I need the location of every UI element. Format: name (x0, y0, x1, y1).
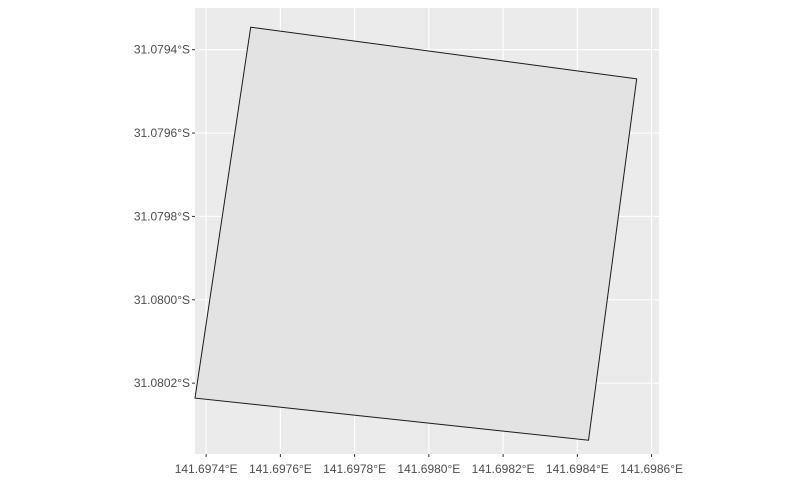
y-axis: 31.0794°S 31.0796°S 31.0798°S 31.0800°S 31.0… (134, 43, 195, 390)
y-tick-label: 31.0802°S (134, 376, 190, 390)
x-tick-label: 141.6986°E (620, 462, 683, 476)
x-tick-label: 141.6978°E (323, 462, 386, 476)
x-tick-label: 141.6980°E (397, 462, 460, 476)
y-tick-label: 31.0794°S (134, 43, 190, 57)
y-tick-label: 31.0798°S (134, 209, 190, 223)
x-tick-label: 141.6984°E (546, 462, 609, 476)
x-tick-label: 141.6982°E (472, 462, 535, 476)
x-tick-label: 141.6976°E (249, 462, 312, 476)
y-tick-label: 31.0796°S (134, 126, 190, 140)
x-axis: 141.6974°E 141.6976°E 141.6978°E 141.6980°E… (175, 454, 683, 476)
y-tick-label: 31.0800°S (134, 293, 190, 307)
area-polygon (194, 26, 638, 441)
x-tick-label: 141.6974°E (175, 462, 238, 476)
